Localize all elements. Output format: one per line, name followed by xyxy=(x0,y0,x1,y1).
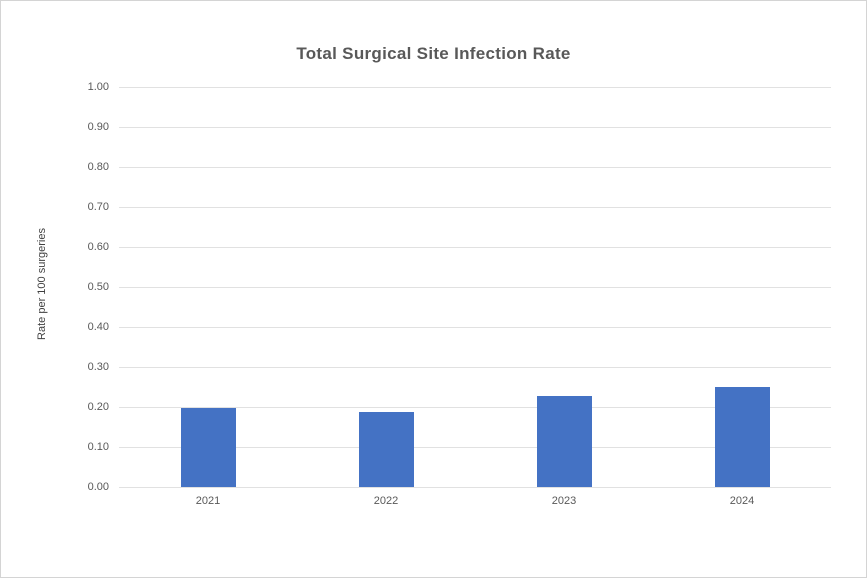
gridline xyxy=(119,367,831,368)
bar-2021 xyxy=(181,408,236,487)
gridline xyxy=(119,407,831,408)
x-tick-label: 2022 xyxy=(373,495,399,507)
y-tick-label: 0.90 xyxy=(87,121,109,133)
gridline xyxy=(119,247,831,248)
gridline xyxy=(119,487,831,488)
gridline xyxy=(119,327,831,328)
y-tick-label: 0.20 xyxy=(87,401,109,413)
y-tick-label: 0.60 xyxy=(87,241,109,253)
x-tick-label: 2023 xyxy=(551,495,577,507)
x-tick-label: 2024 xyxy=(729,495,755,507)
gridline xyxy=(119,447,831,448)
gridline xyxy=(119,167,831,168)
bar-2023 xyxy=(537,396,592,487)
y-tick-label: 1.00 xyxy=(87,81,109,93)
gridline xyxy=(119,287,831,288)
bar-2024 xyxy=(715,387,770,487)
y-tick-label: 0.40 xyxy=(87,321,109,333)
y-tick-label: 0.10 xyxy=(87,441,109,453)
y-tick-label: 0.30 xyxy=(87,361,109,373)
gridline xyxy=(119,127,831,128)
x-tick-label: 2021 xyxy=(195,495,221,507)
chart-title: Total Surgical Site Infection Rate xyxy=(296,44,571,63)
y-tick-label: 0.50 xyxy=(87,281,109,293)
gridline xyxy=(119,207,831,208)
y-tick-label: 0.70 xyxy=(87,201,109,213)
gridline xyxy=(119,87,831,88)
bar-2022 xyxy=(359,412,414,487)
y-tick-label: 0.00 xyxy=(87,481,109,493)
y-tick-label: 0.80 xyxy=(87,161,109,173)
